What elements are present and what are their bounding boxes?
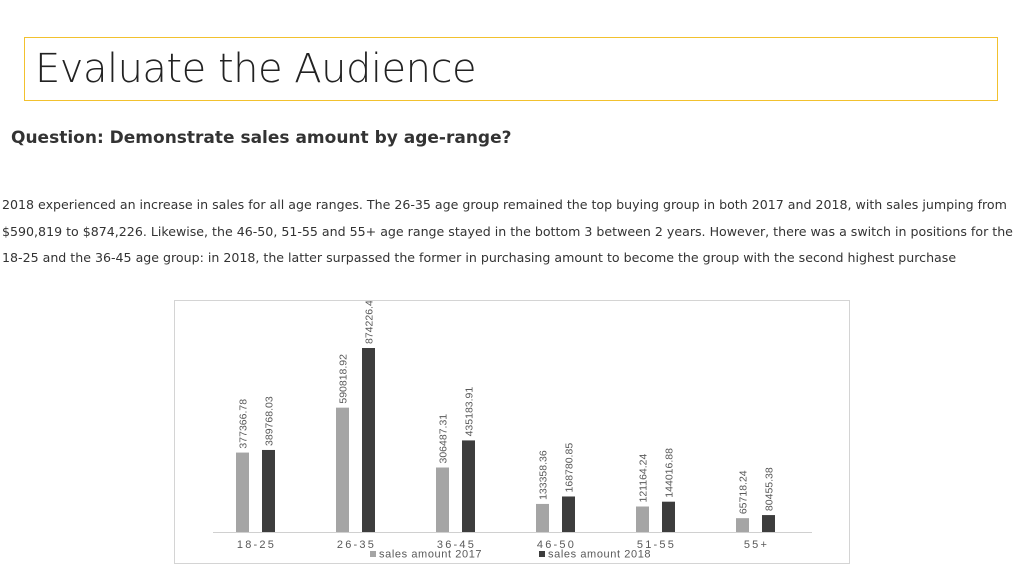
bar-2017-51-55 <box>636 506 649 532</box>
data-label-2017-46-50: 133358.36 <box>538 450 550 500</box>
legend-swatch-2017 <box>370 551 376 557</box>
legend-label-2018: sales amount 2018 <box>548 549 651 561</box>
x-tick-label-26-35: 26-35 <box>337 539 376 551</box>
bar-2017-26-35 <box>336 407 349 532</box>
title-box: Evaluate the Audience <box>24 37 998 101</box>
data-label-2017-18-25: 377366.78 <box>238 399 250 449</box>
data-label-2017-26-35: 590818.92 <box>338 354 350 404</box>
data-label-2017-36-45: 306487.31 <box>438 414 450 464</box>
paragraph-line-1: 2018 experienced an increase in sales fo… <box>2 197 1007 212</box>
bar-2017-55+ <box>736 518 749 532</box>
page-title: Evaluate the Audience <box>35 46 477 92</box>
bar-2017-36-45 <box>436 467 449 532</box>
bar-2018-46-50 <box>562 496 575 532</box>
bar-2018-18-25 <box>262 449 275 532</box>
x-tick-label-46-50: 46-50 <box>537 539 576 551</box>
sales-by-age-chart: 377366.78 389768.03 18-25 590818.92 874226.4… <box>213 301 812 561</box>
data-label-2018-46-50: 168780.85 <box>564 443 576 493</box>
bar-2018-36-45 <box>462 440 475 532</box>
bar-2018-55+ <box>762 515 775 532</box>
bar-2018-51-55 <box>662 501 675 532</box>
paragraph-line-3: 18-25 and the 36-45 age group: in 2018, … <box>2 250 957 265</box>
chart-frame: 377366.78 389768.03 18-25 590818.92 874226.4… <box>174 300 850 564</box>
bar-2017-18-25 <box>236 452 249 532</box>
x-tick-label-18-25: 18-25 <box>237 539 276 551</box>
data-label-2018-55+: 80455.38 <box>764 467 776 511</box>
x-tick-label-36-45: 36-45 <box>437 539 476 551</box>
paragraph-line-2: $590,819 to $874,226. Likewise, the 46-5… <box>2 223 1013 239</box>
bar-2018-26-35 <box>362 348 375 532</box>
data-label-2017-55+: 65718.24 <box>738 470 750 514</box>
description-paragraph: 2018 experienced an increase in sales fo… <box>2 192 1013 272</box>
data-label-2018-18-25: 389768.03 <box>264 396 276 446</box>
data-label-2018-51-55: 144016.88 <box>664 448 676 498</box>
legend-label-2017: sales amount 2017 <box>379 549 482 561</box>
data-label-2018-36-45: 435183.91 <box>464 387 476 437</box>
x-tick-label-51-55: 51-55 <box>637 539 676 551</box>
x-tick-label-55+: 55+ <box>744 539 769 551</box>
data-label-2017-51-55: 121164.24 <box>638 453 650 502</box>
data-label-2018-26-35: 874226.41 <box>364 301 376 344</box>
question-heading: Question: Demonstrate sales amount by ag… <box>11 128 512 148</box>
bar-2017-46-50 <box>536 503 549 532</box>
legend-swatch-2018 <box>539 551 545 557</box>
